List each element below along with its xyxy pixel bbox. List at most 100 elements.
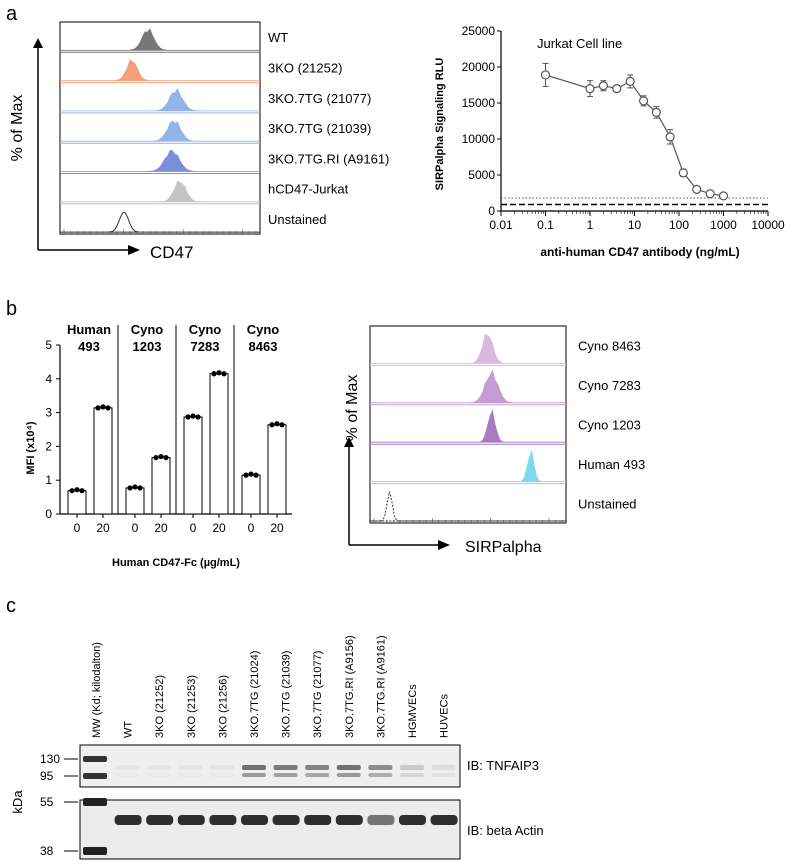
bar-replicate-dot <box>95 405 101 411</box>
actin-band <box>209 815 237 825</box>
row-label-5: hCD47-Jurkat <box>268 182 349 197</box>
flow-b-x-arrowhead <box>438 540 450 550</box>
marker-95: 95 <box>40 769 54 783</box>
tnfaip3-band-lower <box>400 773 424 777</box>
blot-bottom-membrane <box>79 799 461 860</box>
histogram-2 <box>60 88 260 112</box>
bar-replicate-dot <box>216 370 222 376</box>
row-label-2: Cyno 1203 <box>578 418 641 433</box>
histogram-1 <box>60 58 260 81</box>
bar-group-name: Cyno <box>247 322 280 337</box>
dose-x-tick-label: 1 <box>587 218 594 232</box>
tnfaip3-band <box>273 765 298 770</box>
bar-group-sub: 493 <box>78 339 100 354</box>
dose-x-tick-label: 1000 <box>710 218 737 232</box>
flow-histogram-sirpalpha: % of Max SIRPalpha Cyno 8463 Cyno 7283 Cyn… <box>344 325 645 556</box>
bar-x-tick-label: 0 <box>74 521 81 535</box>
tnfaip3-band <box>116 765 140 770</box>
marker-38: 38 <box>40 844 54 858</box>
bar-x-tick-label: 0 <box>190 521 197 535</box>
flow-a-y-label: % of Max <box>9 95 26 162</box>
tnfaip3-band <box>431 765 456 770</box>
bar-replicate-dot <box>74 487 80 493</box>
lane-label-8: 3KO.7TG.RI (A9156) <box>344 635 356 738</box>
western-blot: kDa 130 95 55 38 IB: TNFAIP3 IB: beta Ac… <box>10 635 544 860</box>
dose-y-tick-label: 0 <box>488 204 495 218</box>
dose-y-tick-label: 15000 <box>462 96 496 110</box>
bar-replicate-dot <box>105 405 111 411</box>
histogram-1 <box>370 369 566 404</box>
bar-x-tick-label: 20 <box>96 521 110 535</box>
histogram-2 <box>370 409 566 443</box>
blot-ib-beta-actin: IB: beta Actin <box>467 823 544 838</box>
tnfaip3-band <box>242 765 266 770</box>
bar-y-tick-label: 0 <box>45 507 52 521</box>
lane-label-3: 3KO (21253) <box>186 675 198 738</box>
bar <box>209 373 229 515</box>
dose-y-tick-label: 5000 <box>468 168 495 182</box>
bar-replicate-dot <box>153 454 159 461</box>
flow-a-y-arrowhead <box>33 38 43 48</box>
bar-replicate-dot <box>127 485 133 491</box>
flow-b-y-label: % of Max <box>344 375 361 442</box>
bar-replicate-dot <box>279 422 285 428</box>
histogram-4 <box>370 491 566 522</box>
marker-130: 130 <box>40 752 60 766</box>
dose-point <box>718 191 729 201</box>
flow-a-x-arrowhead <box>128 245 140 255</box>
row-label-3: 3KO.7TG (21039) <box>268 121 371 136</box>
dose-point <box>651 107 661 117</box>
histogram-5 <box>60 180 260 203</box>
flow-histogram-cd47: % of Max CD47 WT 3KO (21252) 3KO.7TG (2107… <box>9 21 389 262</box>
bar-replicate-dot <box>195 414 201 420</box>
blot-top-membrane <box>79 744 461 788</box>
actin-band <box>304 815 332 825</box>
histogram-4 <box>60 150 260 172</box>
dose-x-tick-label: 10000 <box>751 218 785 232</box>
bar-y-tick-label: 4 <box>45 372 52 386</box>
dose-point <box>612 83 622 94</box>
mfi-bar-chart: MFI (x10⁴) Human CD47-Fc (µg/mL) 0 1 2 3 4 5 H… <box>25 322 292 569</box>
histogram-0 <box>60 28 260 51</box>
dose-point <box>638 96 649 106</box>
panel-label-c: c <box>6 595 16 617</box>
row-label-6: Unstained <box>268 212 327 227</box>
tnfaip3-band-lower <box>368 773 393 777</box>
tnfaip3-band-lower <box>336 773 361 777</box>
dose-x-tick-label: 10 <box>628 218 642 232</box>
histogram-6 <box>60 211 260 233</box>
lane-label-10: HGMVECs <box>407 684 419 738</box>
dose-y-label: SIRPalpha Signaling RLU <box>434 58 446 191</box>
bar-replicate-dot <box>163 454 169 461</box>
bar-replicate-dot <box>274 421 280 427</box>
tnfaip3-band-lower <box>431 773 456 777</box>
lane-label-1: WT <box>123 721 135 738</box>
bar-y-label: MFI (x10⁴) <box>25 421 37 474</box>
tnfaip3-band-lower <box>273 773 298 777</box>
bar-x-tick-label: 0 <box>248 521 255 535</box>
dose-point <box>665 132 675 142</box>
dose-point <box>692 184 702 194</box>
tnfaip3-band-lower <box>210 773 234 777</box>
tnfaip3-band-lower <box>147 773 171 777</box>
bar <box>67 490 87 515</box>
bar-group-sub: 8463 <box>249 339 278 354</box>
actin-band <box>335 815 363 825</box>
bar <box>93 407 113 515</box>
histogram-3 <box>370 450 566 482</box>
tnfaip3-band <box>400 765 424 770</box>
bar-group-name: Human <box>67 322 111 337</box>
bar-replicate-dot <box>137 485 143 491</box>
bar <box>125 487 145 515</box>
tnfaip3-band <box>147 765 171 770</box>
marker-55: 55 <box>40 795 54 809</box>
actin-band <box>146 815 174 825</box>
bar <box>241 474 261 515</box>
bar <box>183 416 203 515</box>
dose-point <box>678 168 688 178</box>
bar-replicate-dot <box>243 472 249 478</box>
bar <box>151 457 171 515</box>
row-label-2: 3KO.7TG (21077) <box>268 91 371 106</box>
bar-group-sub: 7283 <box>191 339 220 354</box>
flow-a-x-label: CD47 <box>150 243 193 262</box>
